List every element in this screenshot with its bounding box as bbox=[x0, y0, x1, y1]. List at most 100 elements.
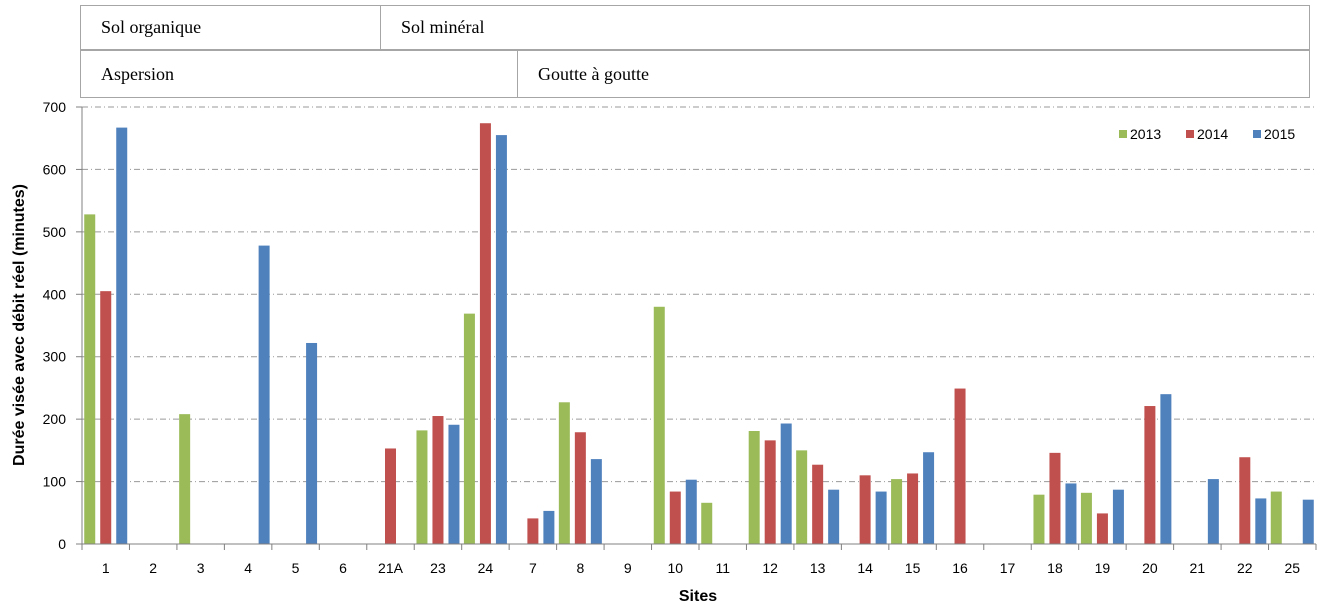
bar-2013-site-10 bbox=[653, 306, 665, 544]
bar-2014-site-19 bbox=[1096, 513, 1108, 544]
x-axis-title: Sites bbox=[679, 588, 717, 605]
y-tick-label: 500 bbox=[43, 224, 67, 240]
header-band-sprinkler: Aspersion bbox=[80, 50, 519, 98]
bar-2014-site-20 bbox=[1144, 406, 1156, 544]
bar-2014-site-7 bbox=[527, 518, 539, 544]
legend-swatch-2013 bbox=[1119, 130, 1127, 138]
bar-2015-site-8 bbox=[590, 459, 602, 544]
x-tick-label: 16 bbox=[952, 560, 968, 576]
header-band-drip: Goutte à goutte bbox=[517, 50, 1310, 98]
bar-2014-site-10 bbox=[669, 491, 681, 544]
bar-2014-site-24 bbox=[479, 123, 491, 544]
x-tick-labels: 1 2 3 4 5 6 21A 23 24 7 8 9 10 11 12 13 14 15 16 17 18 19 20 21… bbox=[102, 560, 1300, 576]
gridlines bbox=[82, 106, 1316, 483]
bar-2015-site-20 bbox=[1160, 394, 1172, 544]
x-tick-label: 14 bbox=[857, 560, 873, 576]
y-tick-label: 0 bbox=[58, 536, 66, 552]
bar-2014-site-21A bbox=[385, 448, 396, 544]
axes bbox=[76, 106, 1317, 550]
bar-2015-site-19 bbox=[1112, 489, 1124, 544]
bar-2015-site-13 bbox=[828, 489, 840, 544]
bar-2014-site-23 bbox=[432, 416, 444, 544]
x-tick-label: 4 bbox=[244, 560, 252, 576]
legend-label-2014: 2014 bbox=[1197, 126, 1228, 142]
x-tick-label: 24 bbox=[478, 560, 494, 576]
header-band-mineral-soil: Sol minéral bbox=[380, 5, 1310, 50]
legend-swatch-2015 bbox=[1253, 130, 1261, 138]
bar-2015-site-10 bbox=[685, 479, 697, 544]
bars bbox=[84, 123, 1314, 545]
y-tick-label: 300 bbox=[43, 349, 67, 365]
bar-2015-site-14 bbox=[875, 491, 887, 544]
x-tick-label: 8 bbox=[576, 560, 584, 576]
bar-2014-site-16 bbox=[954, 388, 966, 544]
x-tick-label: 20 bbox=[1142, 560, 1158, 576]
bar-2013-site-15 bbox=[891, 479, 903, 544]
bar-2015-site-7 bbox=[543, 510, 555, 544]
x-tick-label: 17 bbox=[1000, 560, 1016, 576]
y-axis-title: Durée visée avec débit réel (minutes) bbox=[11, 184, 28, 466]
bar-2013-site-23 bbox=[416, 430, 428, 544]
x-tick-label: 23 bbox=[430, 560, 446, 576]
x-tick-label: 5 bbox=[292, 560, 300, 576]
y-tick-label: 100 bbox=[43, 474, 67, 490]
header-label-organic-soil: Sol organique bbox=[101, 17, 202, 37]
bar-2013-site-11 bbox=[701, 502, 713, 544]
bar-2015-site-23 bbox=[448, 424, 460, 544]
header-band-organic-soil: Sol organique bbox=[80, 5, 382, 50]
x-tick-label: 18 bbox=[1047, 560, 1063, 576]
y-tick-label: 600 bbox=[43, 161, 67, 177]
header-label-sprinkler: Aspersion bbox=[101, 63, 174, 84]
bar-2013-site-12 bbox=[748, 431, 760, 544]
bar-2013-site-25 bbox=[1270, 491, 1282, 544]
bar-2014-site-14 bbox=[859, 475, 871, 544]
bar-2014-site-12 bbox=[764, 440, 776, 544]
legend-label-2013: 2013 bbox=[1130, 126, 1161, 142]
bar-2014-site-15 bbox=[907, 473, 919, 544]
x-tick-label: 3 bbox=[197, 560, 205, 576]
bar-2013-site-1 bbox=[84, 214, 96, 544]
bar-2014-site-22 bbox=[1239, 457, 1251, 544]
x-tick-label: 22 bbox=[1237, 560, 1253, 576]
x-tick-label: 7 bbox=[529, 560, 537, 576]
header-label-drip: Goutte à goutte bbox=[538, 63, 649, 84]
bar-2014-site-13 bbox=[812, 464, 824, 544]
bar-2013-site-18 bbox=[1033, 494, 1045, 544]
bar-2015-site-12 bbox=[780, 423, 792, 544]
bar-2013-site-3 bbox=[179, 414, 191, 544]
bar-2015-site-21 bbox=[1207, 479, 1219, 544]
x-tick-label: 19 bbox=[1095, 560, 1111, 576]
bar-2014-site-18 bbox=[1049, 452, 1061, 544]
x-tick-label: 6 bbox=[339, 560, 347, 576]
bar-2015-site-4 bbox=[258, 245, 270, 544]
x-tick-label: 25 bbox=[1284, 560, 1300, 576]
bar-2015-site-22 bbox=[1255, 498, 1267, 544]
y-tick-label: 400 bbox=[43, 286, 67, 302]
bar-2015-site-18 bbox=[1065, 483, 1077, 544]
bar-2015-site-15 bbox=[923, 452, 935, 544]
x-tick-label: 1 bbox=[102, 560, 110, 576]
y-tick-label: 700 bbox=[43, 99, 67, 115]
bar-2013-site-19 bbox=[1080, 492, 1092, 544]
bar-2013-site-13 bbox=[796, 450, 808, 544]
bar-2015-site-1 bbox=[116, 127, 128, 544]
bar-2013-site-24 bbox=[463, 313, 475, 544]
x-tick-label: 2 bbox=[149, 560, 157, 576]
x-tick-label: 10 bbox=[667, 560, 683, 576]
bar-2013-site-8 bbox=[558, 402, 570, 544]
x-tick-label: 21 bbox=[1190, 560, 1206, 576]
x-tick-label: 11 bbox=[715, 560, 730, 576]
x-tick-label: 21A bbox=[378, 560, 404, 576]
y-tick-label: 200 bbox=[43, 411, 67, 427]
x-tick-label: 9 bbox=[624, 560, 632, 576]
bar-2014-site-1 bbox=[100, 291, 112, 544]
bar-2014-site-8 bbox=[574, 432, 586, 544]
legend-swatch-2014 bbox=[1186, 130, 1194, 138]
legend: 2013 2014 2015 bbox=[1119, 126, 1295, 142]
legend-label-2015: 2015 bbox=[1264, 126, 1295, 142]
x-tick-label: 12 bbox=[762, 560, 778, 576]
x-tick-label: 13 bbox=[810, 560, 826, 576]
header-label-mineral-soil: Sol minéral bbox=[401, 17, 485, 37]
bar-2015-site-24 bbox=[495, 135, 507, 545]
